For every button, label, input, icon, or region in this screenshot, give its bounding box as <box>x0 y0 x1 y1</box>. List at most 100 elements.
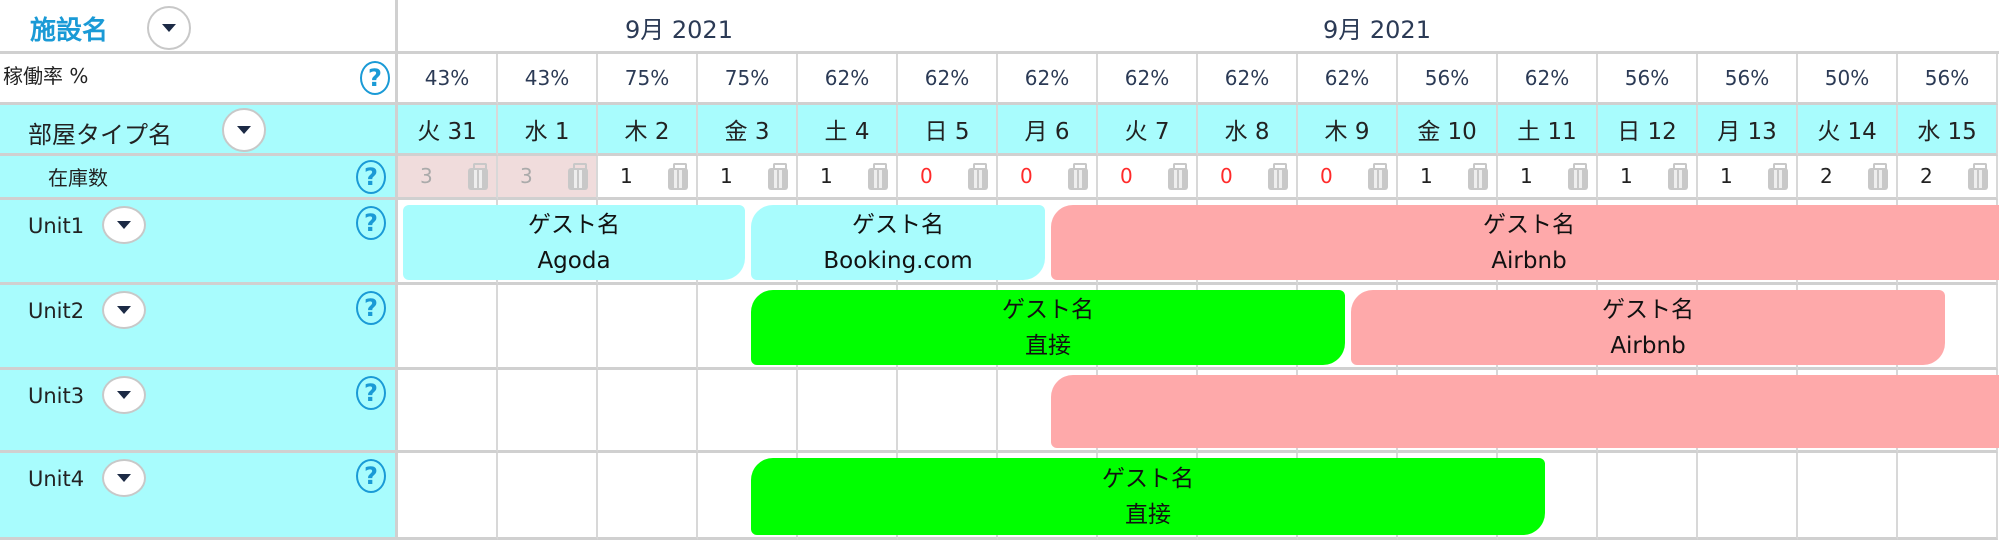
day-header[interactable]: 金 3 <box>698 105 798 156</box>
calendar-cell[interactable] <box>1898 453 1998 540</box>
calendar-cell[interactable] <box>598 453 698 540</box>
calendar-cell[interactable] <box>498 453 598 540</box>
calendar-cell[interactable] <box>1598 453 1698 540</box>
inventory-help-icon[interactable]: ? <box>356 160 386 194</box>
day-header[interactable]: 水 8 <box>1198 105 1298 156</box>
day-header[interactable]: 土 11 <box>1498 105 1598 156</box>
calendar-cell[interactable] <box>398 285 498 370</box>
calendar-cell[interactable] <box>398 370 498 453</box>
inventory-cell[interactable]: 3 <box>498 156 598 200</box>
day-header[interactable]: 火 31 <box>398 105 498 156</box>
inventory-cell[interactable]: 0 <box>1198 156 1298 200</box>
occupancy-help-icon[interactable]: ? <box>360 61 390 95</box>
day-header[interactable]: 火 14 <box>1798 105 1898 156</box>
calendar-cell[interactable] <box>398 453 498 540</box>
occupancy-cell: 62% <box>1298 54 1398 105</box>
inventory-cell[interactable]: 1 <box>698 156 798 200</box>
calendar-cell[interactable] <box>798 370 898 453</box>
unit-dropdown[interactable] <box>102 376 146 414</box>
unit-dropdown[interactable] <box>102 206 146 244</box>
day-header[interactable]: 月 13 <box>1698 105 1798 156</box>
inventory-count: 0 <box>920 164 933 188</box>
occupancy-cell: 56% <box>1398 54 1498 105</box>
inventory-cell[interactable]: 0 <box>1098 156 1198 200</box>
calendar-cell[interactable] <box>1698 453 1798 540</box>
occupancy-header: 稼働率 % ? <box>0 54 398 105</box>
occupancy-cell: 56% <box>1598 54 1698 105</box>
day-header[interactable]: 水 1 <box>498 105 598 156</box>
unit-help-icon[interactable]: ? <box>356 459 386 493</box>
inventory-cell[interactable]: 1 <box>1598 156 1698 200</box>
calendar-cell[interactable] <box>1898 285 1998 370</box>
inventory-cell[interactable]: 1 <box>598 156 698 200</box>
booking-guest: ゲスト名 <box>1602 296 1694 323</box>
day-header[interactable]: 木 9 <box>1298 105 1398 156</box>
occupancy-cell: 75% <box>598 54 698 105</box>
occupancy-cell: 62% <box>1198 54 1298 105</box>
facility-dropdown[interactable] <box>147 6 191 50</box>
unit-dropdown[interactable] <box>102 459 146 497</box>
booking-channel: Airbnb <box>1491 247 1567 274</box>
unit-dropdown[interactable] <box>102 291 146 329</box>
calendar-cell[interactable] <box>498 370 598 453</box>
calendar-cell[interactable] <box>698 370 798 453</box>
occupancy-cell: 62% <box>898 54 998 105</box>
unit-help-icon[interactable]: ? <box>356 291 386 325</box>
booking-bar[interactable]: ゲスト名 直接 <box>751 458 1545 535</box>
inventory-cell[interactable]: 1 <box>798 156 898 200</box>
inventory-count: 1 <box>1620 164 1633 188</box>
calendar-cell[interactable] <box>598 370 698 453</box>
day-header[interactable]: 日 12 <box>1598 105 1698 156</box>
room-type-dropdown[interactable] <box>222 108 266 152</box>
inventory-cell[interactable]: 2 <box>1898 156 1998 200</box>
inventory-cell[interactable]: 0 <box>1298 156 1398 200</box>
inventory-cell[interactable]: 1 <box>1698 156 1798 200</box>
unit-row-header <box>0 370 398 453</box>
luggage-icon <box>1168 163 1188 190</box>
inventory-count: 3 <box>520 164 533 188</box>
unit-help-icon[interactable]: ? <box>356 376 386 410</box>
inventory-count: 2 <box>1820 164 1833 188</box>
luggage-icon <box>1568 163 1588 190</box>
booking-channel: 直接 <box>1125 501 1171 528</box>
booking-bar[interactable]: ゲスト名 Airbnb <box>1051 205 1999 280</box>
inventory-cell[interactable]: 1 <box>1498 156 1598 200</box>
luggage-icon <box>1668 163 1688 190</box>
day-header[interactable]: 金 10 <box>1398 105 1498 156</box>
occupancy-label: 稼働率 % <box>3 64 89 88</box>
luggage-icon <box>768 163 788 190</box>
day-header[interactable]: 木 2 <box>598 105 698 156</box>
inventory-cell[interactable]: 1 <box>1398 156 1498 200</box>
day-header[interactable]: 火 7 <box>1098 105 1198 156</box>
booking-guest: ゲスト名 <box>1102 465 1194 492</box>
inventory-count: 0 <box>1020 164 1033 188</box>
calendar-cell[interactable] <box>598 285 698 370</box>
luggage-icon <box>1968 163 1988 190</box>
booking-bar[interactable]: ゲスト名 直接 <box>751 290 1345 365</box>
booking-bar[interactable]: ゲスト名 Agoda <box>403 205 745 280</box>
day-header[interactable]: 水 15 <box>1898 105 1998 156</box>
room-type-label: 部屋タイプ名 <box>28 121 172 149</box>
day-header[interactable]: 日 5 <box>898 105 998 156</box>
inventory-cell[interactable]: 2 <box>1798 156 1898 200</box>
day-header[interactable]: 月 6 <box>998 105 1098 156</box>
booking-guest: ゲスト名 <box>528 211 620 238</box>
unit-name: Unit3 <box>28 384 85 408</box>
inventory-count: 1 <box>720 164 733 188</box>
day-header[interactable]: 土 4 <box>798 105 898 156</box>
occupancy-cell: 62% <box>998 54 1098 105</box>
month-header <box>398 0 1999 54</box>
unit-help-icon[interactable]: ? <box>356 206 386 240</box>
calendar-cell[interactable] <box>498 285 598 370</box>
inventory-cell[interactable]: 3 <box>398 156 498 200</box>
inventory-cell[interactable]: 0 <box>898 156 998 200</box>
calendar-cell[interactable] <box>1498 453 1598 540</box>
calendar-cell[interactable] <box>898 370 998 453</box>
occupancy-cell: 50% <box>1798 54 1898 105</box>
booking-bar[interactable]: ゲスト名 Airbnb <box>1351 290 1945 365</box>
calendar-cell[interactable] <box>1798 453 1898 540</box>
inventory-cell[interactable]: 0 <box>998 156 1098 200</box>
month-label: 9月 2021 <box>625 16 733 44</box>
booking-bar[interactable]: ゲスト名 Booking.com <box>751 205 1045 280</box>
booking-bar[interactable] <box>1051 375 1999 448</box>
